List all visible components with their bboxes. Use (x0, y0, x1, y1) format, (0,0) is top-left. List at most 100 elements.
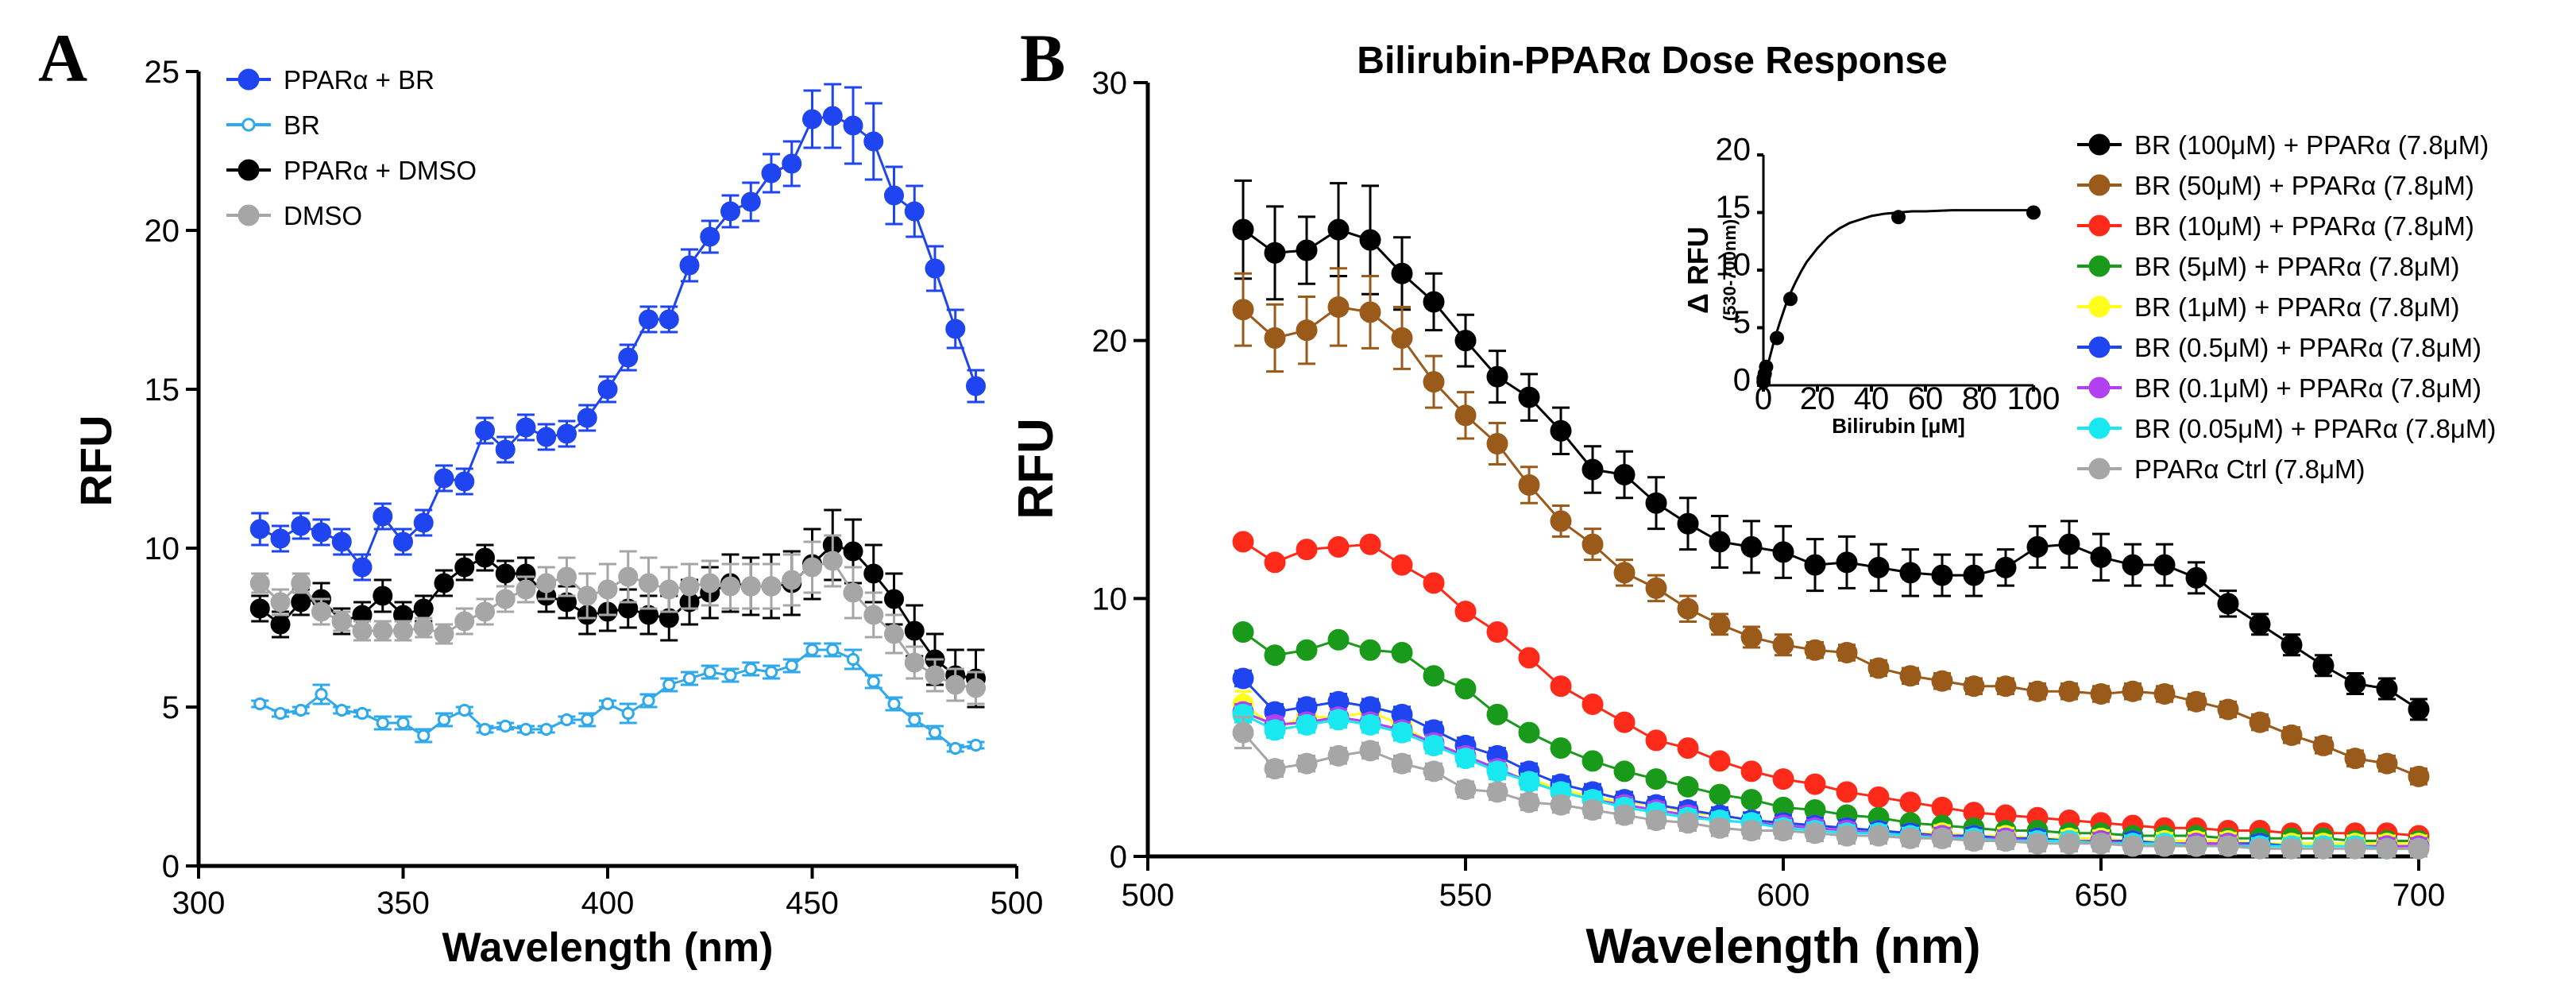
panel-b-y-tick-label: 0 (1110, 840, 1127, 875)
panel-a-series-br-line (260, 650, 975, 748)
data-point (476, 421, 495, 440)
data-point (803, 110, 822, 129)
data-point (2377, 838, 2397, 859)
legend-marker (2089, 337, 2110, 358)
data-point (1836, 782, 1857, 802)
data-point (701, 227, 720, 246)
panel-a-series-br (251, 644, 984, 754)
panel-a-y-tick-label: 15 (145, 373, 180, 408)
panel-a-x-tick-label: 500 (991, 886, 1044, 921)
data-point (848, 654, 858, 664)
data-point (701, 574, 720, 593)
data-point (2250, 614, 2270, 635)
data-point (725, 670, 736, 680)
data-point (1741, 536, 1762, 557)
data-point (558, 567, 577, 586)
data-point (2122, 836, 2143, 856)
data-point (2281, 725, 2302, 745)
data-point (414, 513, 433, 532)
data-point (500, 721, 511, 731)
legend-label: BR (5μM) + PPARα (7.8μM) (2134, 252, 2459, 281)
data-point (541, 724, 551, 734)
data-point (680, 577, 699, 596)
data-point (353, 558, 372, 577)
data-point (885, 589, 904, 609)
data-point (1233, 622, 1253, 643)
data-point (2027, 833, 2048, 854)
data-point (868, 676, 879, 686)
data-point (275, 708, 285, 718)
data-point (434, 469, 454, 488)
data-point (2313, 735, 2334, 756)
panel-b-legend-item: BR (50μM) + PPARα (7.8μM) (2077, 171, 2474, 200)
data-point (1360, 302, 1381, 323)
data-point (1392, 753, 1412, 774)
legend-marker (2089, 418, 2110, 439)
data-point (459, 705, 469, 715)
data-point (516, 580, 535, 599)
data-point (1773, 821, 1794, 841)
data-point (1392, 643, 1412, 663)
data-point (823, 551, 842, 570)
data-point (1614, 712, 1635, 732)
data-point (2408, 699, 2429, 720)
data-point (1423, 666, 1444, 686)
data-point (292, 516, 311, 535)
panel-a-legend-item: BR (226, 110, 320, 140)
panel-b-legend-item: BR (0.1μM) + PPARα (7.8μM) (2077, 373, 2481, 403)
data-point (823, 106, 842, 126)
data-point (520, 724, 531, 734)
data-point (414, 618, 433, 637)
panel-b-legend-item: BR (0.05μM) + PPARα (7.8μM) (2077, 414, 2496, 443)
legend-label: BR (0.5μM) + PPARα (7.8μM) (2134, 333, 2481, 362)
panel-b-x-tick-label: 600 (1757, 878, 1810, 913)
data-point (1487, 434, 1508, 454)
data-point (946, 319, 965, 338)
data-point (1614, 464, 1635, 485)
data-point (741, 577, 760, 596)
data-point (2091, 833, 2111, 854)
data-point (455, 558, 474, 577)
data-point (721, 577, 740, 596)
data-point (1328, 745, 1349, 766)
legend-label: BR (0.05μM) + PPARα (7.8μM) (2134, 414, 2496, 443)
data-point (2313, 838, 2334, 859)
data-point (496, 564, 515, 583)
panel-a-x-tick-label: 450 (786, 886, 839, 921)
data-point (864, 132, 883, 151)
data-point (1296, 539, 1317, 560)
data-point (1646, 769, 1666, 790)
data-point (1964, 565, 1984, 586)
data-point (476, 602, 495, 621)
data-point (1328, 219, 1349, 240)
data-point (2281, 635, 2302, 655)
data-point (1360, 640, 1381, 660)
legend-label: BR (1μM) + PPARα (7.8μM) (2134, 292, 2459, 322)
data-point (1360, 534, 1381, 555)
data-point (1455, 678, 1476, 699)
data-point (250, 520, 269, 539)
panel-b-y-tick-label: 20 (1092, 324, 1128, 359)
data-point (1709, 784, 1730, 805)
data-point (1932, 565, 1952, 586)
legend-marker (2089, 256, 2110, 276)
data-point (1868, 825, 1889, 846)
data-point (2250, 838, 2270, 859)
data-point (2313, 655, 2334, 676)
panel-b-title: Bilirubin-PPARα Dose Response (1357, 40, 1947, 82)
data-point (925, 259, 944, 278)
data-point (1551, 511, 1571, 531)
panel-b-legend-item: BR (1μM) + PPARα (7.8μM) (2077, 292, 2459, 322)
legend-marker (2089, 377, 2110, 398)
data-point (1868, 786, 1889, 807)
panel-b-x-label: Wavelength (nm) (1585, 919, 1980, 974)
data-point (1392, 722, 1412, 743)
data-point (438, 714, 449, 725)
data-point (2059, 534, 2080, 555)
data-point (2186, 836, 2207, 856)
data-point (1360, 230, 1381, 250)
data-point (1805, 823, 1825, 844)
data-point (1487, 761, 1508, 782)
data-point (1646, 730, 1666, 751)
panel-b-x-tick-label: 500 (1122, 878, 1175, 913)
